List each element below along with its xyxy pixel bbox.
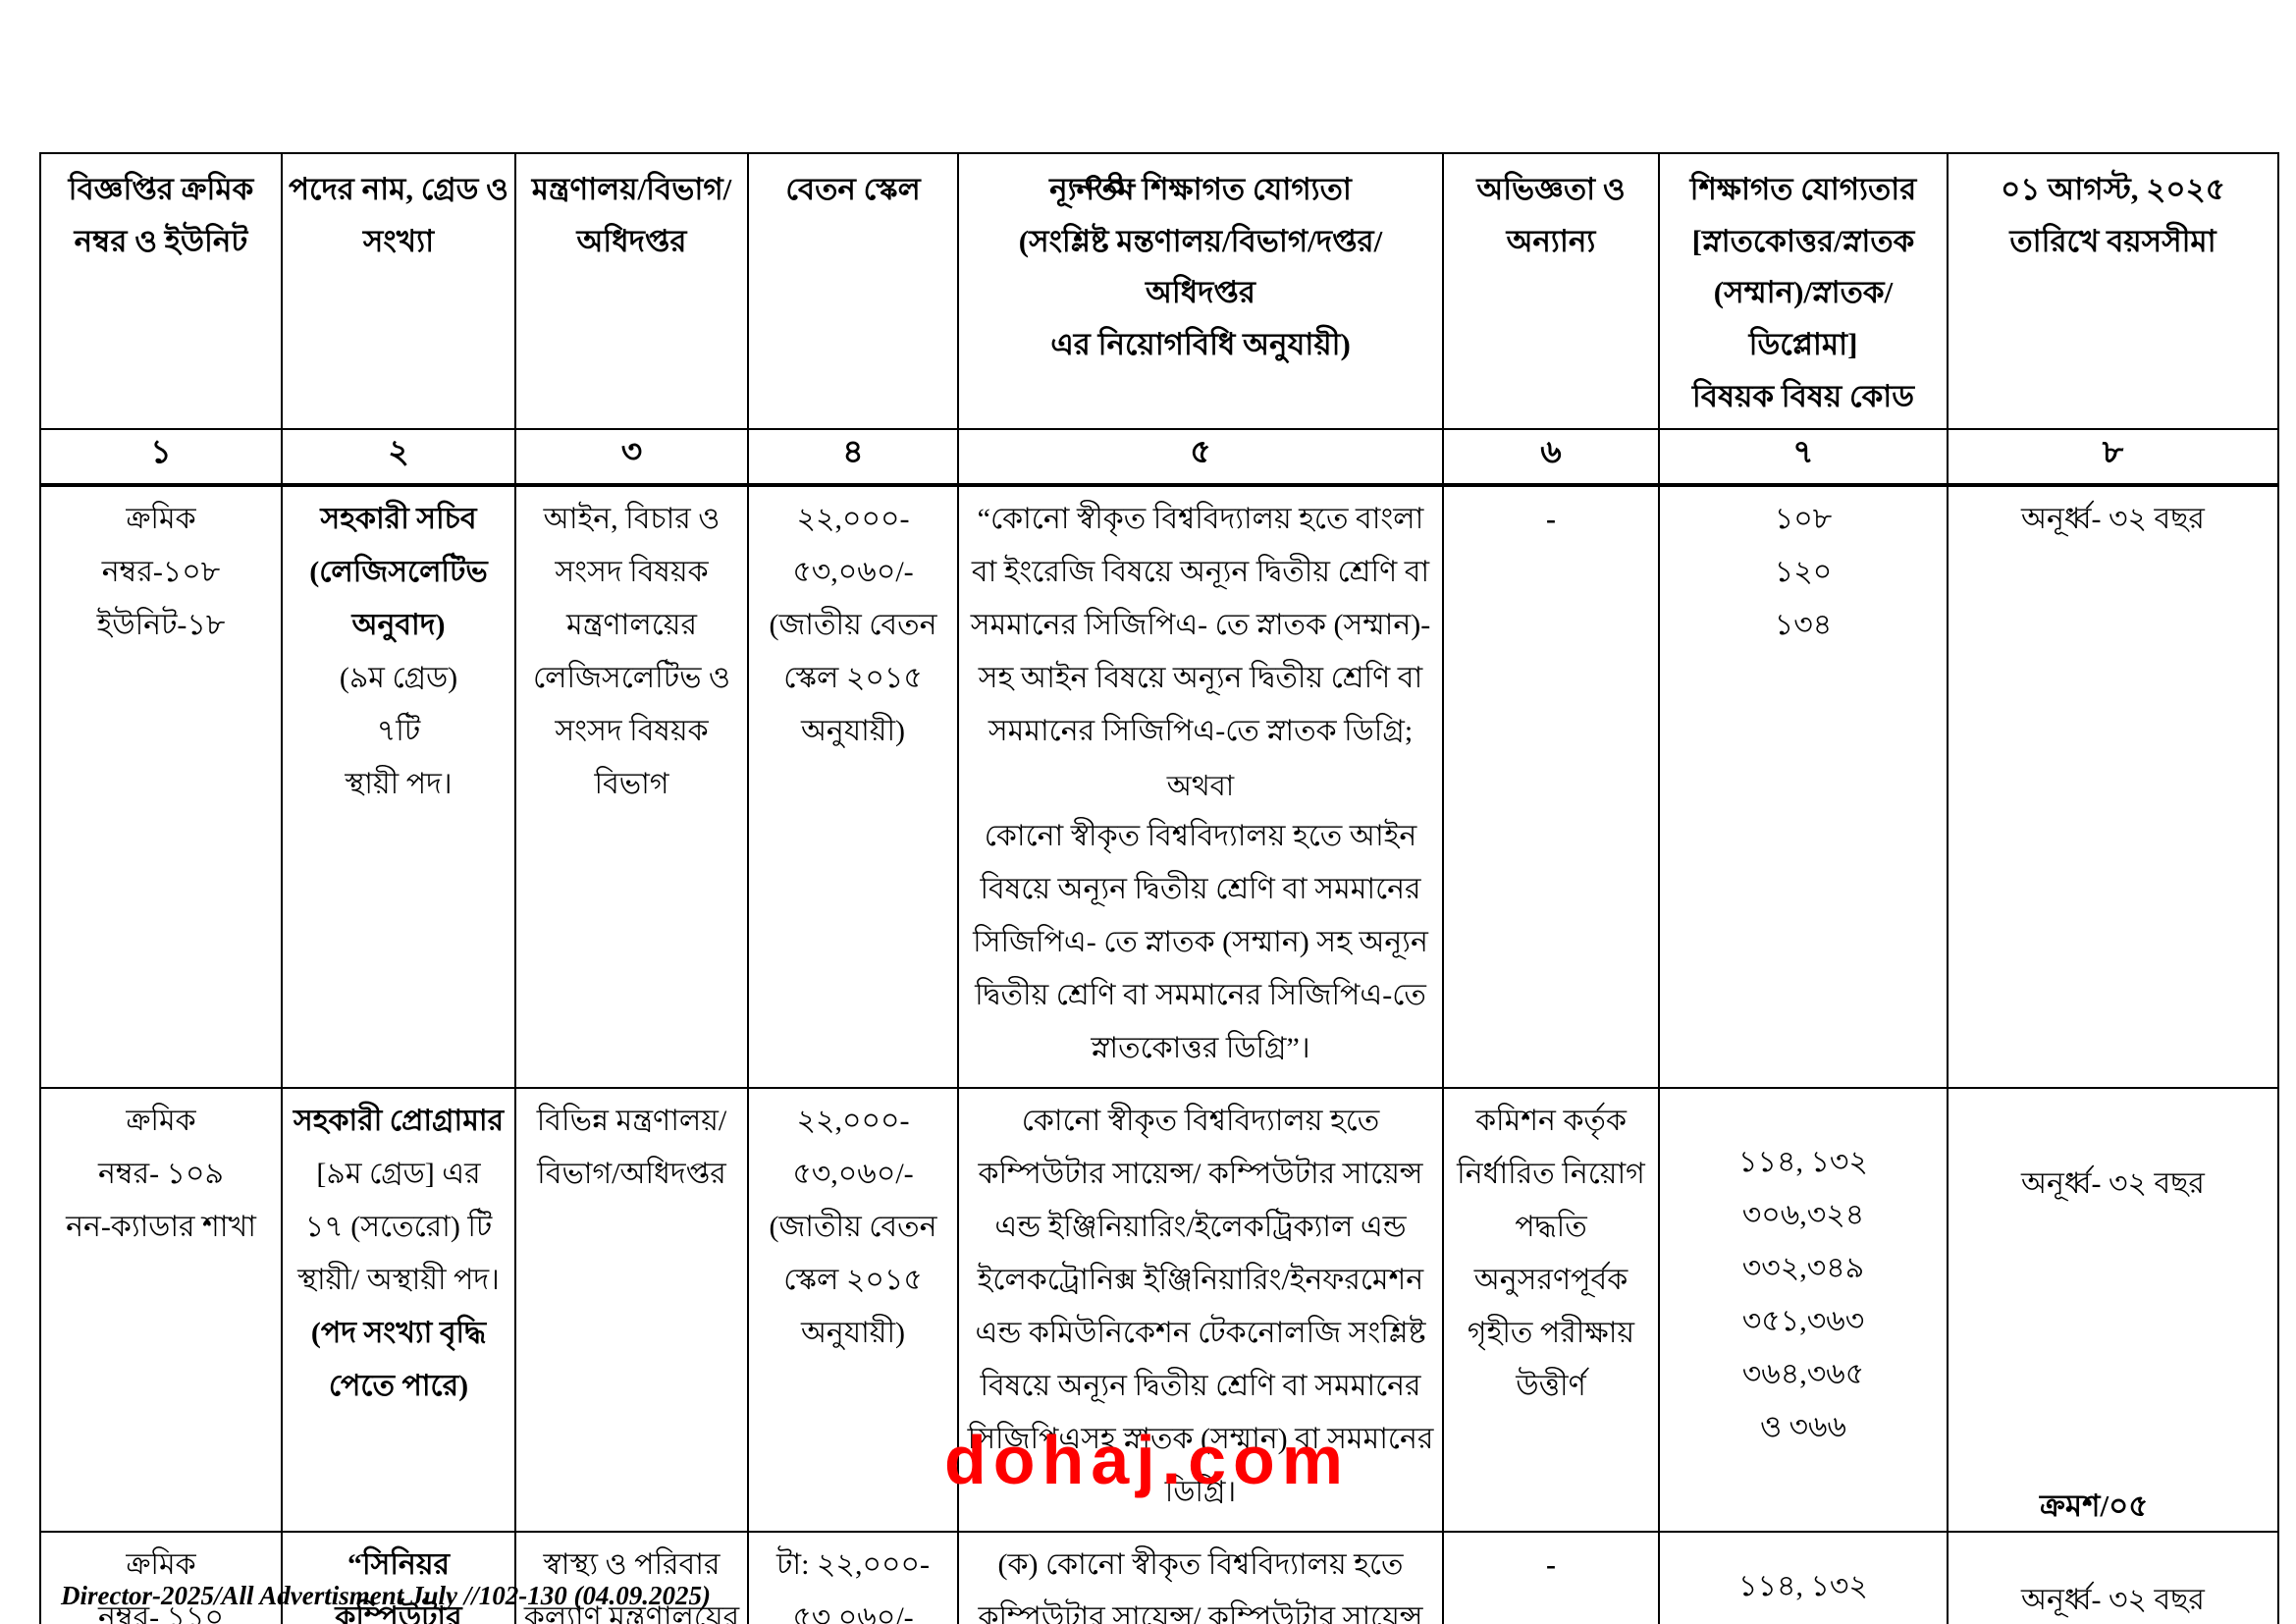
qualification-clause-a: (ক) কোনো স্বীকৃত বিশ্ববিদ্যালয় হতে কম্প…: [978, 1548, 1423, 1624]
post-name: সহকারী সচিব (লেজিসলেটিভ অনুবাদ): [309, 503, 488, 642]
qualification-cell: কোনো স্বীকৃত বিশ্ববিদ্যালয় হতে কম্পিউটা…: [957, 1087, 1444, 1534]
ministry-cell: আইন, বিচার ও সংসদ বিষয়ক মন্ত্রণালয়ের ল…: [514, 484, 749, 1090]
header-experience: অভিজ্ঞতা ও অন্যান্য: [1442, 151, 1660, 431]
col-num-5: ৫: [957, 428, 1444, 488]
post-name: “সিনিয়র কম্পিউটার অপারেটর”: [335, 1548, 462, 1624]
serial-cell: ক্রমিক নম্বর-১০৮ ইউনিট-১৮: [39, 484, 283, 1090]
pay-scale-cell: টা: ২২,০০০- ৫৩,০৬০/- [তৎসহ বিধি অনুযায়ী…: [747, 1531, 959, 1624]
job-row-108: ক্রমিক নম্বর-১০৮ ইউনিট-১৮ সহকারী সচিব (ল…: [39, 484, 2279, 1090]
post-details: [৯ম গ্রেড] এর ১৭ (সতেরো) টি স্থায়ী/ অস্…: [297, 1158, 500, 1297]
post-cell: সহকারী প্রোগ্রামার [৯ম গ্রেড] এর ১৭ (সতে…: [281, 1087, 516, 1534]
continuation-note: ক্রমশ/০৫: [2040, 1489, 2149, 1523]
header-pay-scale: বেতন স্কেল: [747, 151, 959, 431]
header-ministry: মন্ত্রণালয়/বিভাগ/ অধিদপ্তর: [514, 151, 749, 431]
qualification-cell: “কোনো স্বীকৃত বিশ্ববিদ্যালয় হতে বাংলা ব…: [957, 484, 1444, 1090]
footer-reference: Director-2025/All Advertisment July //10…: [61, 1581, 711, 1610]
col-num-4: ৪: [747, 428, 959, 488]
experience-cell: -: [1442, 1531, 1660, 1624]
serial-cell: ক্রমিক নম্বর- ১১০ ইউনিট-০৭: [39, 1531, 283, 1624]
pay-scale-cell: ২২,০০০- ৫৩,০৬০/- (জাতীয় বেতন স্কেল ২০১৫…: [747, 1087, 959, 1534]
col-num-2: ২: [281, 428, 516, 488]
serial-cell: ক্রমিক নম্বর- ১০৯ নন-ক্যাডার শাখা: [39, 1087, 283, 1534]
pay-scale-cell: ২২,০০০- ৫৩,০৬০/- (জাতীয় বেতন স্কেল ২০১৫…: [747, 484, 959, 1090]
post-cell: সহকারী সচিব (লেজিসলেটিভ অনুবাদ) (৯ম গ্রে…: [281, 484, 516, 1090]
subject-code-cell: ১০৮ ১২০ ১৩৪: [1658, 484, 1949, 1090]
header-subject-code: শিক্ষাগত যোগ্যতার [স্নাতকোত্তর/স্নাতক (স…: [1658, 151, 1949, 431]
watermark: dohaj.com: [944, 1422, 1351, 1498]
qualification-para2: কোনো স্বীকৃত বিশ্ববিদ্যালয় হতে আইন বিষয…: [973, 820, 1428, 1065]
qualification-para1: “কোনো স্বীকৃত বিশ্ববিদ্যালয় হতে বাংলা ব…: [970, 503, 1431, 748]
qualification-cell: (ক) কোনো স্বীকৃত বিশ্ববিদ্যালয় হতে কম্প…: [957, 1531, 1444, 1624]
job-row-109: ক্রমিক নম্বর- ১০৯ নন-ক্যাডার শাখা সহকারী…: [39, 1087, 2279, 1534]
header-age-limit: ০১ আগস্ট, ২০২৫ তারিখে বয়সসীমা: [1947, 151, 2279, 431]
age-limit-cell: অনূর্ধ্ব- ৩২ বছর: [1947, 1087, 2279, 1534]
col-num-7: ৭: [1658, 428, 1949, 488]
experience-cell: কমিশন কর্তৃক নির্ধারিত নিয়োগ পদ্ধতি অনু…: [1442, 1087, 1660, 1534]
subject-code-cell: ১১৪, ১৩২ ৩০৬,৩২৪ ৩৩২,৩৪৯ ৩৫১,৩৬৩ ৩৬৪,৩৬৫…: [1658, 1087, 1949, 1534]
qualification-text: কোনো স্বীকৃত বিশ্ববিদ্যালয় হতে কম্পিউটা…: [967, 1105, 1434, 1509]
post-cell: “সিনিয়র কম্পিউটার অপারেটর” [৯ম গ্রেড]- …: [281, 1531, 516, 1624]
job-row-110: ক্রমিক নম্বর- ১১০ ইউনিট-০৭ “সিনিয়র কম্প…: [39, 1531, 2279, 1624]
col-num-6: ৬: [1442, 428, 1660, 488]
age-limit-cell: অনূর্ধ্ব- ৩২ বছর: [1947, 484, 2279, 1090]
header-post: পদের নাম, গ্রেড ও সংখ্যা: [281, 151, 516, 431]
col-num-1: ১: [39, 428, 283, 488]
post-note: (পদ সংখ্যা বৃদ্ধি পেতে পারে): [310, 1317, 487, 1403]
col-num-3: ৩: [514, 428, 749, 488]
ministry-cell: বিভিন্ন মন্ত্রণালয়/ বিভাগ/অধিদপ্তর: [514, 1087, 749, 1534]
header-row: বিজ্ঞপ্তির ক্রমিক নম্বর ও ইউনিট পদের নাম…: [39, 151, 2279, 431]
age-limit-cell: অনূর্ধ্ব- ৩২ বছর: [1947, 1531, 2279, 1624]
post-details: (৯ম গ্রেড) ৭টি স্থায়ী পদ।: [339, 662, 458, 801]
header-qualification: ন্যূনতম শিক্ষাগত যোগ্যতা (সংশ্লিষ্ট মন্ত…: [957, 151, 1444, 431]
header-serial: বিজ্ঞপ্তির ক্রমিক নম্বর ও ইউনিট: [39, 151, 283, 431]
recruitment-table: বিজ্ঞপ্তির ক্রমিক নম্বর ও ইউনিট পদের নাম…: [39, 151, 2279, 1624]
experience-cell: -: [1442, 484, 1660, 1090]
ministry-cell: স্বাস্থ্য ও পরিবার কল্যাণ মন্ত্রণালয়ের …: [514, 1531, 749, 1624]
qualification-or: অথবা: [1166, 771, 1235, 803]
post-name: সহকারী প্রোগ্রামার: [293, 1105, 505, 1138]
column-number-row: ১ ২ ৩ ৪ ৫ ৬ ৭ ৮: [39, 428, 2279, 488]
subject-code-cell: ১১৪, ১৩২ ৩০৬,৩২৪ ৩৩২,৩৪৯ ৩৫১,৩৬৩ ৩৬৪,৩৬৫…: [1658, 1531, 1949, 1624]
col-num-8: ৮: [1947, 428, 2279, 488]
